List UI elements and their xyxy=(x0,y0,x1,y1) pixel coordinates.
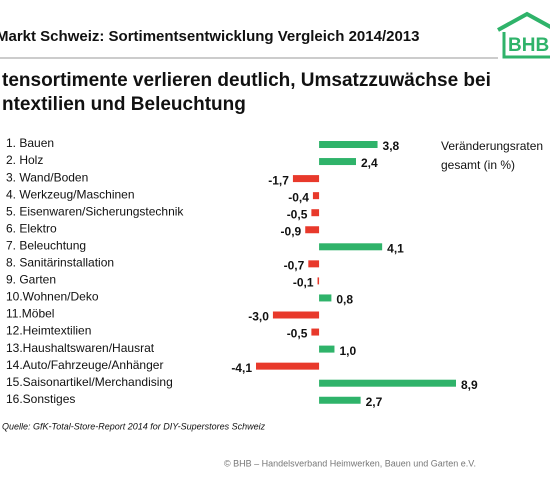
bar xyxy=(305,226,320,234)
value-label: 8,9 xyxy=(461,378,478,392)
bar xyxy=(319,379,456,387)
category-label: 10.Wohnen/Deko xyxy=(6,290,99,304)
category-label: 16.Sonstiges xyxy=(6,392,75,406)
bar xyxy=(256,362,320,370)
category-label: 3. Wand/Boden xyxy=(6,170,88,184)
bar xyxy=(311,328,320,336)
logo: BHB xyxy=(497,11,550,59)
value-label: 2,7 xyxy=(366,395,383,409)
source: Quelle: GfK-Total-Store-Report 2014 for … xyxy=(2,421,266,431)
value-label: 4,1 xyxy=(387,241,404,255)
category-label: 15.Saisonartikel/Merchandising xyxy=(6,375,173,389)
value-label: 1,0 xyxy=(339,344,356,358)
value-label: -4,1 xyxy=(231,361,252,375)
value-label: -0,9 xyxy=(281,224,302,238)
value-label: -0,1 xyxy=(293,276,314,290)
annotation: Veränderungsraten xyxy=(441,139,543,153)
category-label: 13.Haushaltswaren/Hausrat xyxy=(6,341,155,355)
logo-roof xyxy=(497,11,550,32)
annotation: gesamt (in %) xyxy=(441,158,515,172)
bar xyxy=(272,311,320,319)
category-label: 12.Heimtextilien xyxy=(6,324,91,338)
category-label: 14.Auto/Fahrzeuge/Anhänger xyxy=(6,358,163,372)
bar xyxy=(311,209,320,217)
value-label: -1,7 xyxy=(268,173,289,187)
value-label: -0,5 xyxy=(287,327,308,341)
value-label: 0,8 xyxy=(336,293,353,307)
category-label: 9. Garten xyxy=(6,273,56,287)
value-label: -0,4 xyxy=(288,190,309,204)
bar xyxy=(319,294,332,302)
bar xyxy=(317,277,320,285)
logo-house xyxy=(502,32,550,59)
bar xyxy=(319,243,383,251)
bar xyxy=(319,396,361,404)
category-label: 8. Sanitärinstallation xyxy=(6,256,114,270)
bar xyxy=(308,260,320,268)
chart-title: tensortimente verlieren deutlich, Umsatz… xyxy=(2,70,491,91)
value-label: -0,7 xyxy=(284,259,305,273)
category-label: 1. Bauen xyxy=(6,136,54,150)
value-label: 3,8 xyxy=(383,139,400,153)
bar xyxy=(319,158,356,166)
category-label: 6. Elektro xyxy=(6,221,57,235)
category-label: 7. Beleuchtung xyxy=(6,238,86,252)
category-label: 11.Möbel xyxy=(6,307,54,321)
category-label: 4. Werkzeug/Maschinen xyxy=(6,187,135,201)
value-label: -0,5 xyxy=(287,207,308,221)
category-label: 2. Holz xyxy=(6,153,43,167)
header-title: Markt Schweiz: Sortimentsentwicklung Ver… xyxy=(0,28,420,45)
bar xyxy=(312,192,320,200)
logo-text: BHB xyxy=(508,35,549,56)
category-label: 5. Eisenwaren/Sicherungstechnik xyxy=(6,204,184,218)
bar xyxy=(292,175,320,183)
value-label: 2,4 xyxy=(361,156,378,170)
bar xyxy=(319,345,335,353)
value-label: -3,0 xyxy=(248,310,269,324)
chart-title: ntextilien und Beleuchtung xyxy=(2,94,246,115)
bar xyxy=(319,141,378,148)
footer: © BHB – Handelsverband Heimwerken, Bauen… xyxy=(224,458,476,468)
